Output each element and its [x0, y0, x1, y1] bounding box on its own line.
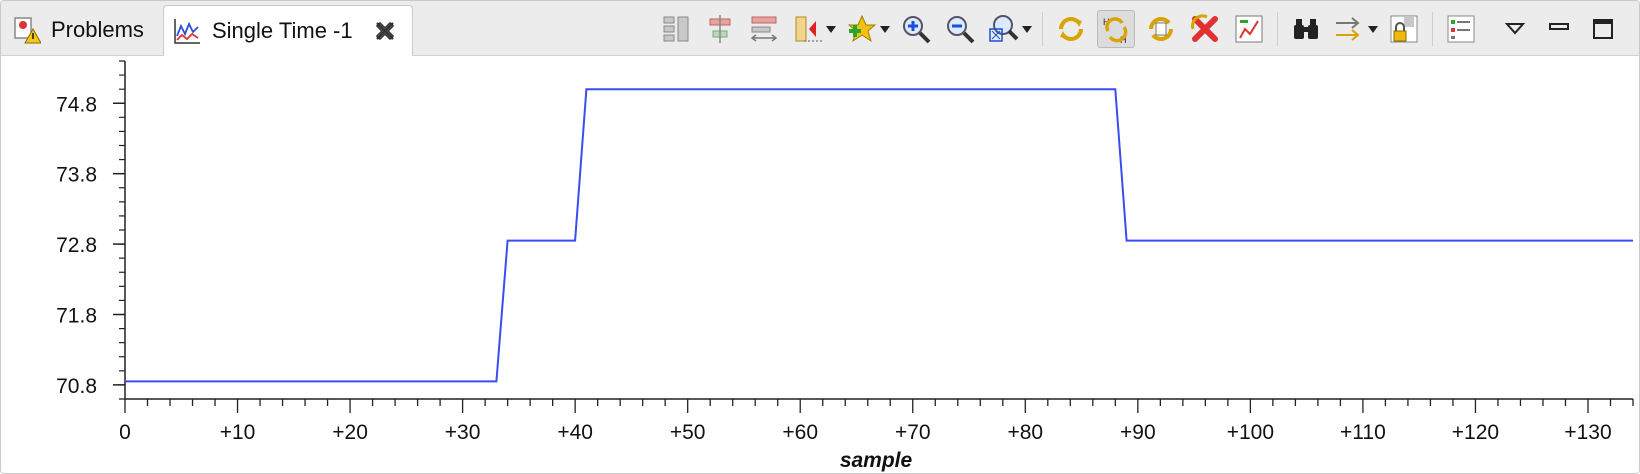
x-axis-label: sample — [840, 449, 913, 472]
y-tick-label: 73.8 — [56, 164, 97, 187]
export-arrows-dropdown-icon[interactable] — [1332, 11, 1378, 47]
x-axis: 0 +10 +20 +30 +40 +50 +60 +70 +80 +90 +100 +110 +120… — [119, 398, 1634, 444]
x-tick-label: +130 — [1564, 421, 1611, 444]
x-tick-label: +90 — [1120, 421, 1156, 444]
toolbar-separator — [1432, 12, 1433, 46]
x-tick-label: +100 — [1227, 421, 1274, 444]
toolbar-separator — [1042, 12, 1043, 46]
x-tick-label: +70 — [895, 421, 931, 444]
tab-single-time[interactable]: Single Time -1 — [163, 5, 413, 56]
add-star-dropdown-icon[interactable] — [844, 11, 890, 47]
tab-bar: Problems Single Time -1 — [1, 1, 1639, 56]
view-menu-icon[interactable] — [1497, 11, 1533, 47]
x-tick-label: +60 — [782, 421, 818, 444]
maximize-icon[interactable] — [1585, 11, 1621, 47]
x-tick-label: +50 — [670, 421, 706, 444]
x-tick-label: +20 — [332, 421, 368, 444]
svg-text:H: H — [1103, 17, 1110, 27]
split-horizontal-icon[interactable] — [658, 11, 694, 47]
binoculars-icon[interactable] — [1288, 11, 1324, 47]
series-group — [125, 88, 1633, 383]
line-chart[interactable]: 70.8 71.8 72.8 73.8 74.8 0 +10 +20 +30 +40 +50 +60… — [1, 56, 1639, 473]
delete-red-x-icon[interactable] — [1187, 11, 1223, 47]
x-tick-label: +10 — [220, 421, 256, 444]
y-tick-label: 70.8 — [56, 375, 97, 398]
x-tick-label: 0 — [119, 421, 131, 444]
zoom-region-dropdown-icon[interactable] — [986, 11, 1032, 47]
zoom-in-icon[interactable] — [898, 11, 934, 47]
y-axis: 70.8 71.8 72.8 73.8 74.8 — [56, 60, 126, 400]
series-line[interactable] — [125, 88, 1633, 383]
chart-settings-icon[interactable] — [1231, 11, 1267, 47]
close-icon[interactable] — [372, 18, 398, 44]
lock-icon[interactable] — [1386, 11, 1422, 47]
y-tick-label: 71.8 — [56, 305, 97, 328]
y-tick-label: 72.8 — [56, 234, 97, 257]
time-graph-icon — [172, 16, 202, 46]
marker-dropdown-icon[interactable] — [790, 11, 836, 47]
minimize-icon[interactable] — [1541, 11, 1577, 47]
problems-icon — [11, 15, 42, 45]
x-tick-label: +120 — [1452, 421, 1499, 444]
zoom-out-icon[interactable] — [942, 11, 978, 47]
y-tick-label: 74.8 — [56, 93, 97, 116]
tab-problems-label: Problems — [51, 17, 144, 42]
refresh-icon[interactable] — [1053, 11, 1089, 47]
tab-problems[interactable]: Problems — [5, 5, 161, 55]
x-tick-label: +110 — [1340, 421, 1386, 444]
x-tick-label: +40 — [557, 421, 593, 444]
toolbar-separator — [1277, 12, 1278, 46]
sync-multi-icon[interactable] — [1143, 11, 1179, 47]
x-tick-label: +80 — [1007, 421, 1043, 444]
align-center-icon[interactable] — [702, 11, 738, 47]
list-settings-icon[interactable] — [1443, 11, 1479, 47]
tab-single-time-label: Single Time -1 — [212, 18, 353, 43]
x-tick-label: +30 — [445, 421, 481, 444]
align-distribute-icon[interactable] — [746, 11, 782, 47]
